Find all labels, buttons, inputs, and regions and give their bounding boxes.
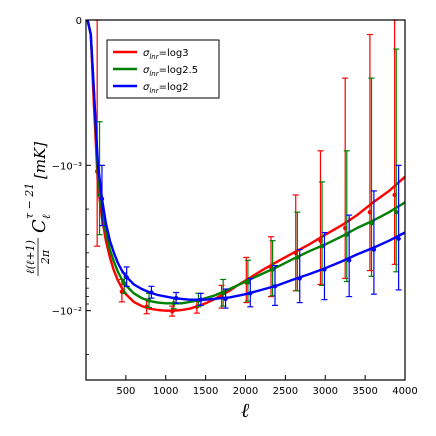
- y-tick-label: −10⁻²: [52, 307, 82, 318]
- error-bar: [321, 231, 328, 301]
- legend-label: σlnr=log2: [143, 82, 189, 95]
- series-line: [86, 19, 406, 301]
- x-tick-label: 1000: [153, 386, 178, 397]
- legend-entry: σlnr=log2.5: [113, 65, 198, 78]
- y-label-numerator: ℓ(ℓ+1): [24, 240, 37, 274]
- legend: σlnr=log3 σlnr=log2.5 σlnr=log2: [106, 39, 220, 99]
- series-line: [86, 19, 406, 312]
- x-tick-label: 3000: [313, 386, 338, 397]
- y-tick-label: 0: [76, 16, 82, 27]
- legend-box: [106, 39, 220, 99]
- y-label-subscript: ℓ: [40, 214, 53, 219]
- x-tick-label: 4000: [392, 386, 417, 397]
- error-bar: [395, 164, 402, 291]
- x-tick-label: 500: [116, 386, 135, 397]
- x-tick-label: 1500: [193, 386, 218, 397]
- data-point: [394, 209, 399, 215]
- y-axis-label: ℓ(ℓ+1) 2π C ℓ τ − 21 [mK]: [23, 142, 53, 276]
- x-axis-label: ℓ: [241, 398, 250, 422]
- legend-label: σlnr=log3: [143, 48, 189, 61]
- y-label-symbol: C: [29, 219, 50, 233]
- series-layer: [86, 19, 406, 317]
- x-tick-label: 3500: [352, 386, 377, 397]
- legend-label: σlnr=log2.5: [143, 65, 198, 78]
- x-tick-label: 2000: [233, 386, 258, 397]
- series-line: [86, 19, 406, 305]
- y-label-superscript: τ − 21: [23, 183, 36, 219]
- y-label-unit: [mK]: [31, 142, 49, 179]
- y-label-denominator: 2π: [39, 249, 52, 265]
- legend-entry: σlnr=log2: [113, 82, 189, 95]
- ticks-layer: 500 1000 1500 2000 2500 3000 3500 4000 0 −10⁻³ −10…: [52, 16, 418, 397]
- y-tick-label: −10⁻³: [52, 161, 82, 172]
- x-tick-label: 2500: [273, 386, 298, 397]
- error-bar: [346, 214, 353, 298]
- legend-entry: σlnr=log3: [113, 48, 189, 61]
- series-3: [86, 19, 406, 309]
- error-bar: [370, 190, 377, 295]
